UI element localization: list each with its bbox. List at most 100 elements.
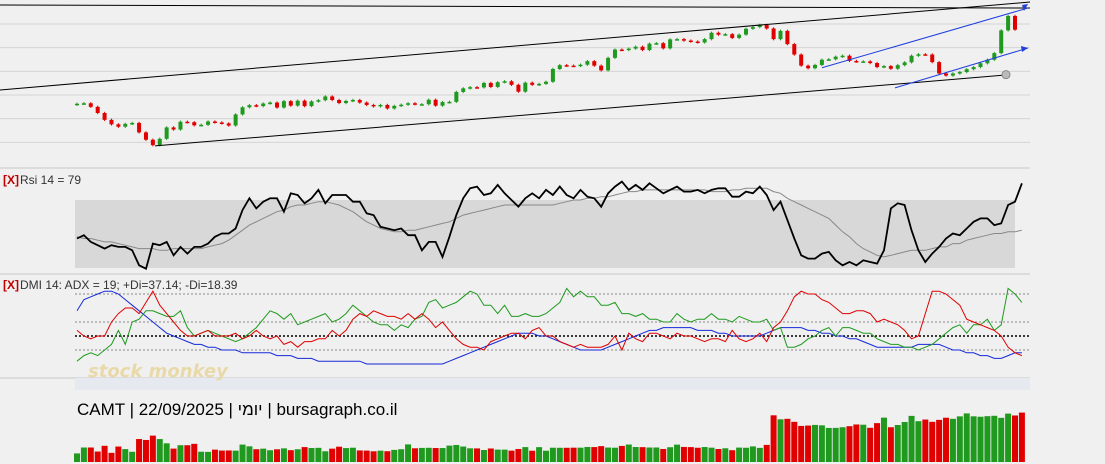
watermark: stock monkey bbox=[88, 361, 229, 382]
candle-body bbox=[268, 102, 273, 105]
volume-bar bbox=[122, 449, 129, 462]
candle-body bbox=[812, 64, 817, 69]
volume-bar bbox=[432, 448, 439, 462]
volume-bar bbox=[653, 447, 660, 462]
volume-bar bbox=[536, 447, 543, 462]
candle-body bbox=[495, 82, 500, 87]
trend-anchor-handle bbox=[1001, 70, 1011, 80]
candle-body bbox=[371, 104, 376, 107]
candle-body bbox=[392, 105, 397, 109]
volume-bar bbox=[274, 449, 281, 462]
volume-bar bbox=[384, 451, 391, 462]
candle-body bbox=[633, 46, 638, 49]
candle-body bbox=[599, 65, 604, 71]
candle-body bbox=[785, 30, 790, 45]
candle-body bbox=[640, 46, 645, 51]
candle-body bbox=[826, 59, 831, 61]
volume-bar bbox=[943, 417, 950, 462]
candle-body bbox=[702, 39, 707, 43]
adx-line bbox=[76, 290, 1022, 365]
volume-bar bbox=[694, 447, 701, 462]
volume-bar bbox=[977, 416, 984, 462]
candle-body bbox=[102, 112, 107, 120]
rsi-title: Rsi 14 = 79 bbox=[20, 173, 81, 187]
volume-bar bbox=[832, 427, 839, 462]
volume-bar bbox=[149, 435, 156, 462]
resistance-line bbox=[0, 4, 1031, 9]
candle-body bbox=[309, 101, 314, 107]
volume-bar bbox=[584, 446, 591, 462]
candle-body bbox=[378, 104, 383, 107]
volume-bar bbox=[736, 447, 743, 462]
candle-body bbox=[881, 66, 886, 68]
candle-body bbox=[695, 41, 700, 44]
volume-panel bbox=[74, 412, 1025, 462]
candle-body bbox=[716, 32, 721, 35]
volume-bar bbox=[667, 447, 674, 462]
chart-caption: CAMT | 22/09/2025 | יומי | bursagraph.co… bbox=[77, 400, 397, 419]
volume-bar bbox=[349, 447, 356, 462]
volume-bar bbox=[205, 451, 212, 462]
candle-body bbox=[764, 24, 769, 29]
candle-body bbox=[130, 122, 135, 125]
volume-bar bbox=[846, 426, 853, 462]
volume-bar bbox=[253, 449, 260, 462]
volume-bar bbox=[508, 450, 515, 462]
candle-body bbox=[750, 27, 755, 29]
candle-body bbox=[337, 99, 342, 104]
volume-bar bbox=[356, 450, 363, 462]
volume-bar bbox=[949, 418, 956, 462]
time-axis-strip bbox=[75, 378, 1030, 390]
candle-body bbox=[475, 87, 480, 89]
candle-body bbox=[364, 102, 369, 105]
volume-bar bbox=[632, 447, 639, 462]
volume-bar bbox=[998, 417, 1005, 462]
volume-bar bbox=[887, 427, 894, 462]
candle-body bbox=[302, 100, 307, 107]
volume-bar bbox=[191, 443, 198, 462]
candle-body bbox=[709, 32, 714, 40]
candle-body bbox=[109, 119, 114, 125]
volume-bar bbox=[260, 448, 267, 462]
candle-body bbox=[744, 28, 749, 35]
candle-body bbox=[468, 87, 473, 89]
candle-body bbox=[199, 124, 204, 127]
volume-bar bbox=[611, 447, 618, 462]
candle-body bbox=[385, 104, 390, 109]
candle-body bbox=[481, 82, 486, 88]
dmi-close-marker[interactable]: [X] bbox=[3, 278, 19, 292]
volume-bar bbox=[605, 447, 612, 462]
candle-body bbox=[157, 138, 162, 146]
volume-bar bbox=[460, 446, 467, 462]
candle-body bbox=[261, 103, 266, 107]
candle-body bbox=[730, 34, 735, 38]
rsi-close-marker[interactable]: [X] bbox=[3, 173, 19, 187]
candle-body bbox=[778, 30, 783, 40]
volume-bar bbox=[74, 453, 80, 462]
candle-body bbox=[164, 127, 169, 139]
candle-body bbox=[840, 55, 845, 58]
volume-bar bbox=[646, 447, 653, 462]
volume-bar bbox=[232, 450, 239, 462]
volume-bar bbox=[87, 447, 94, 462]
candle-body bbox=[806, 65, 811, 69]
candle-body bbox=[323, 96, 328, 101]
candle-body bbox=[530, 82, 535, 85]
candle-body bbox=[509, 81, 514, 85]
candle-body bbox=[971, 67, 976, 70]
volume-bar bbox=[543, 450, 549, 462]
trend-arrow-lower bbox=[1021, 46, 1028, 52]
candle-body bbox=[723, 34, 728, 36]
volume-bar bbox=[598, 446, 605, 462]
volume-bar bbox=[929, 421, 936, 462]
candle-body bbox=[454, 91, 459, 102]
volume-bar bbox=[922, 419, 929, 462]
volume-bar bbox=[342, 448, 349, 462]
candle-body bbox=[150, 139, 155, 146]
volume-bar bbox=[915, 421, 922, 462]
volume-bar bbox=[839, 427, 846, 462]
volume-bar bbox=[549, 447, 556, 462]
volume-bar bbox=[115, 446, 122, 462]
volume-bar bbox=[136, 439, 143, 462]
volume-bar bbox=[791, 421, 798, 462]
